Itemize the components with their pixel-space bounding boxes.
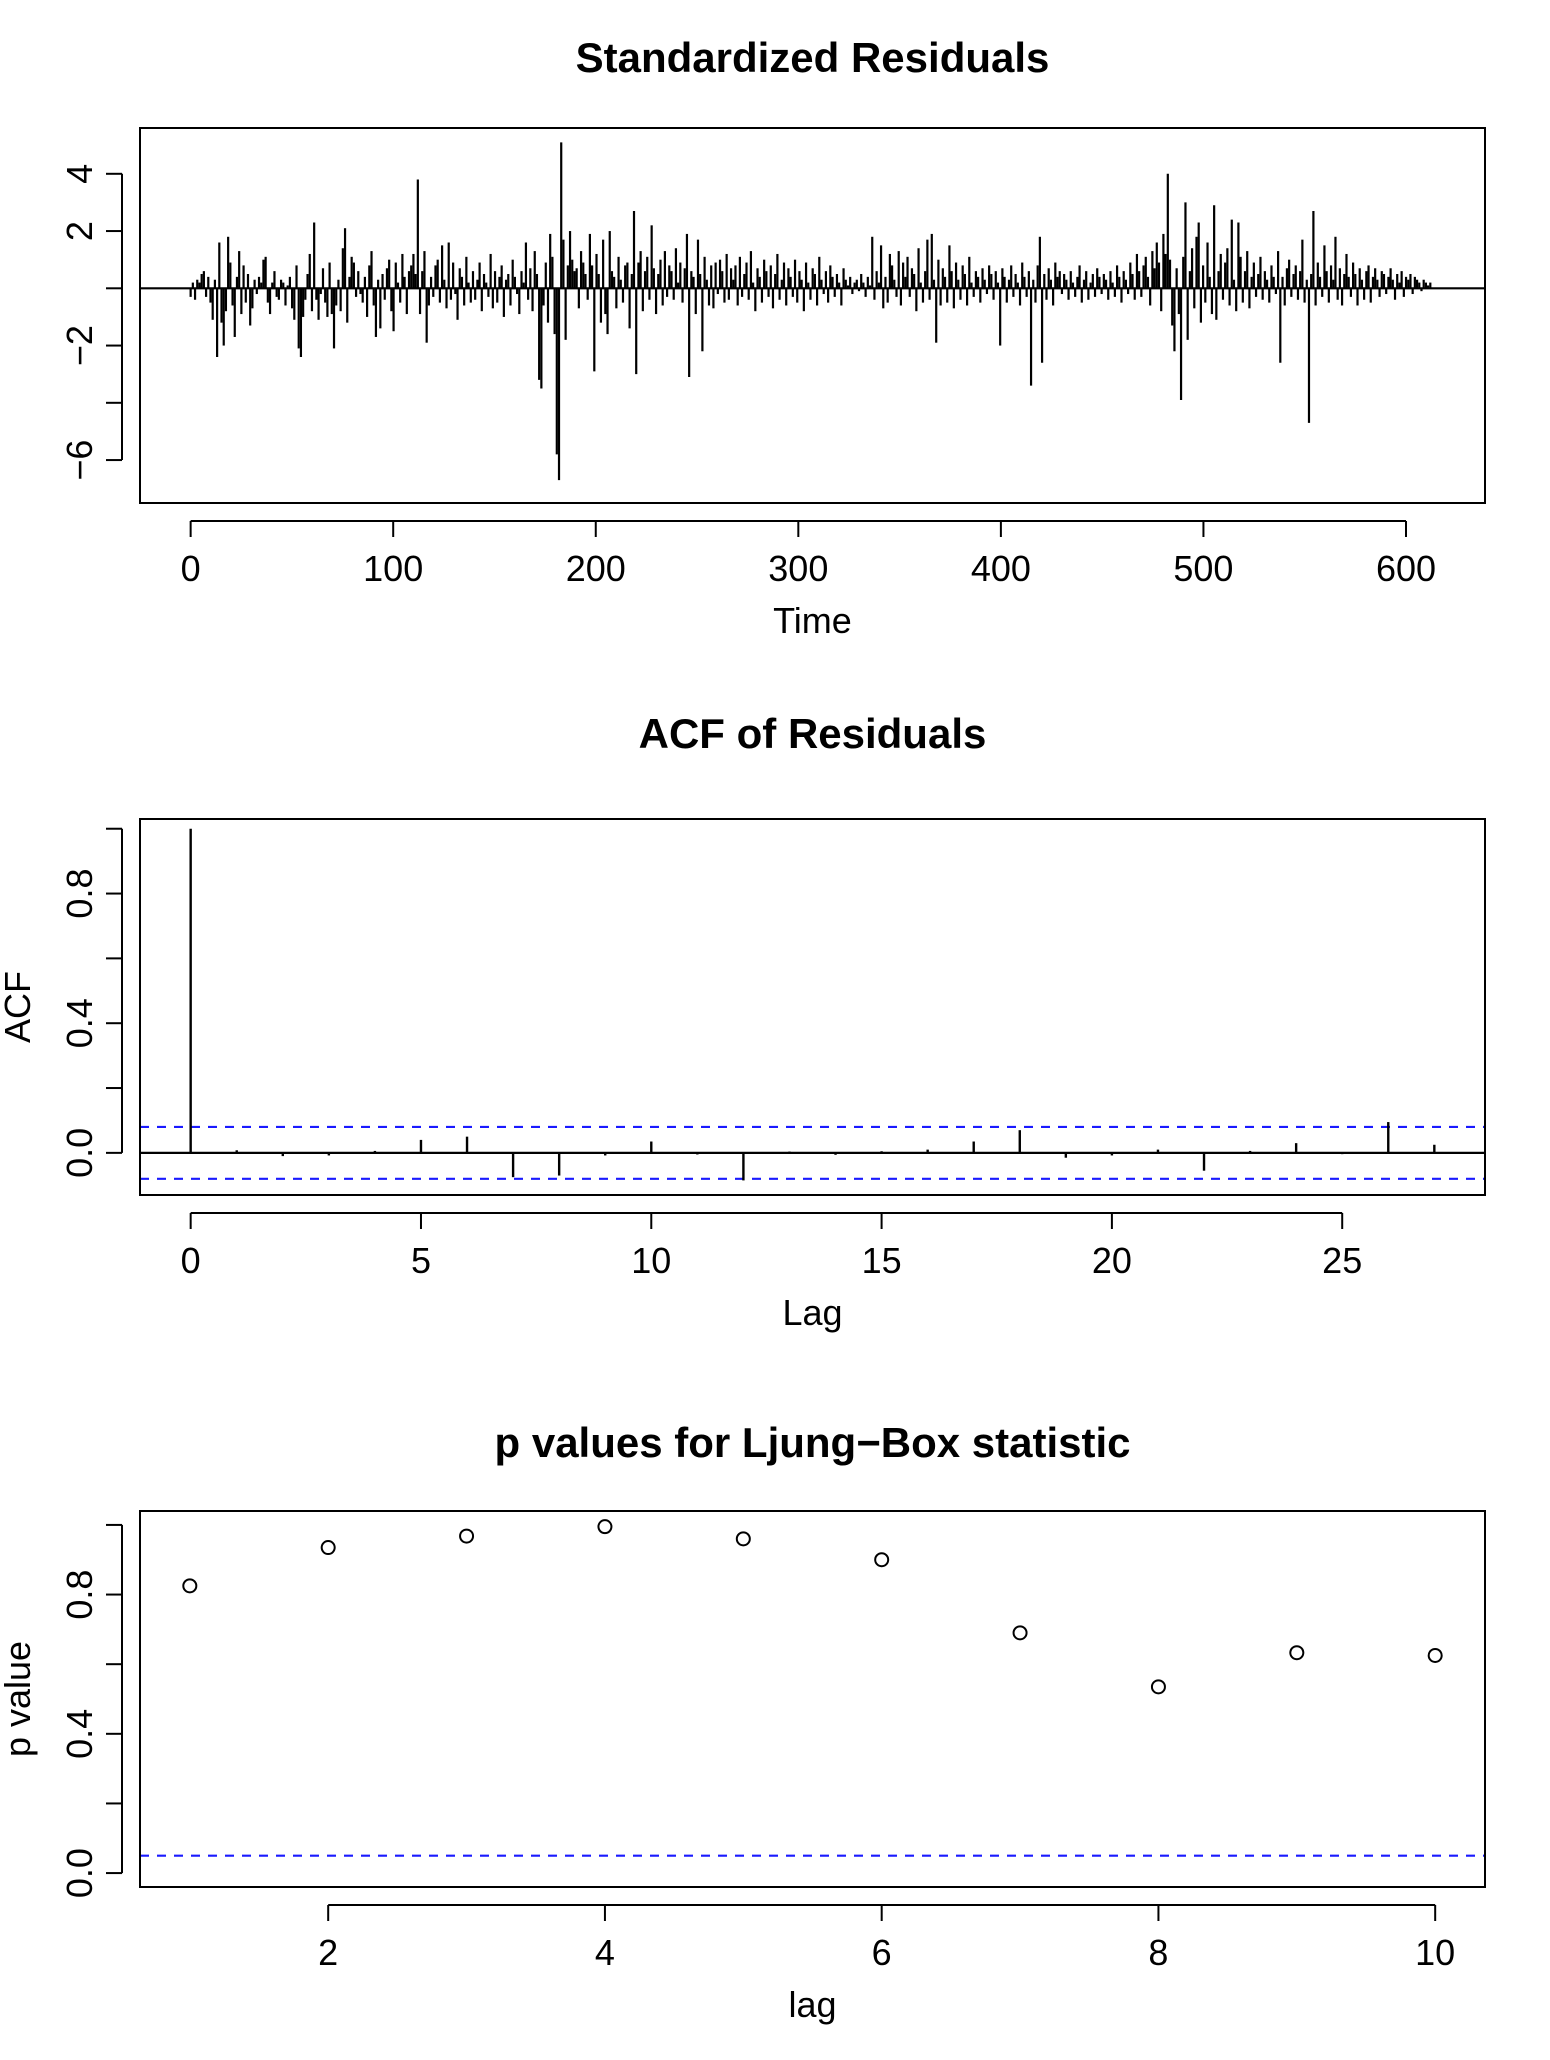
x-tick-label: 0 [181, 548, 201, 589]
chart-title: Standardized Residuals [576, 34, 1050, 81]
pvalue-point [1012, 1625, 1028, 1641]
pvalue-point [597, 1519, 613, 1535]
y-tick-label: −6 [59, 440, 100, 481]
x-tick-label: 8 [1148, 1932, 1168, 1973]
x-tick-label: 10 [631, 1240, 671, 1281]
y-axis-label: ACF [0, 971, 38, 1043]
plot-frame [139, 818, 1486, 1196]
pvalue-point [459, 1528, 475, 1544]
y-axis-label: p value [0, 1641, 38, 1757]
acf-series [189, 828, 1436, 1181]
acf-of-residuals-panel: ACF of Residuals 0 5 10 15 20 25 Lag 0.0 0.4 0.8 AC… [0, 710, 1486, 1333]
y-tick-label: −2 [59, 325, 100, 366]
x-tick-label: 500 [1173, 548, 1233, 589]
x-tick-label: 2 [318, 1932, 338, 1973]
x-tick-label: 400 [971, 548, 1031, 589]
y-tick-label: 0.4 [59, 1709, 100, 1759]
x-tick-label: 6 [872, 1932, 892, 1973]
chart-title: ACF of Residuals [639, 710, 987, 757]
x-axis: 0 5 10 15 20 25 [181, 1212, 1362, 1281]
x-tick-label: 5 [411, 1240, 431, 1281]
plot-frame [139, 1510, 1486, 1888]
pvalue-point [1427, 1647, 1443, 1663]
pvalue-point [1289, 1645, 1305, 1661]
x-tick-label: 0 [181, 1240, 201, 1281]
x-tick-label: 100 [363, 548, 423, 589]
x-tick-label: 200 [566, 548, 626, 589]
ljung-box-pvalues-panel: p values for Ljung−Box statistic 2 4 6 8 10 la… [0, 1419, 1486, 2025]
pvalue-point [874, 1552, 890, 1568]
plot-frame [139, 127, 1486, 504]
y-tick-label: 0.8 [59, 869, 100, 919]
y-axis: −6 −2 2 4 [59, 164, 123, 481]
y-tick-label: 0.0 [59, 1128, 100, 1178]
pvalue-point [735, 1531, 751, 1547]
x-tick-label: 600 [1376, 548, 1436, 589]
x-axis-label: Time [773, 600, 852, 641]
y-tick-label: 0.0 [59, 1848, 100, 1898]
residual-series [189, 142, 1432, 481]
x-tick-label: 10 [1415, 1932, 1455, 1973]
y-tick-label: 2 [59, 221, 100, 241]
pvalue-point [182, 1578, 198, 1594]
pvalue-series [182, 1519, 1443, 1695]
y-axis: 0.0 0.4 0.8 [59, 1523, 123, 1898]
x-tick-label: 4 [595, 1932, 615, 1973]
x-tick-label: 20 [1092, 1240, 1132, 1281]
x-tick-label: 300 [768, 548, 828, 589]
y-tick-label: 0.4 [59, 998, 100, 1048]
standardized-residuals-panel: Standardized Residuals 0 100 200 300 400 500 60… [59, 34, 1486, 641]
pvalue-point [320, 1540, 336, 1556]
pvalue-point [1150, 1679, 1166, 1695]
y-tick-label: 4 [59, 164, 100, 184]
y-axis: 0.0 0.4 0.8 [59, 827, 123, 1178]
x-axis: 2 4 6 8 10 [318, 1904, 1455, 1973]
x-axis-label: lag [788, 1984, 836, 2025]
x-axis: 0 100 200 300 400 500 600 [181, 520, 1436, 589]
y-tick-label: 0.8 [59, 1570, 100, 1620]
x-axis-label: Lag [782, 1292, 842, 1333]
chart-title: p values for Ljung−Box statistic [495, 1419, 1131, 1466]
x-tick-label: 15 [862, 1240, 902, 1281]
x-tick-label: 25 [1322, 1240, 1362, 1281]
